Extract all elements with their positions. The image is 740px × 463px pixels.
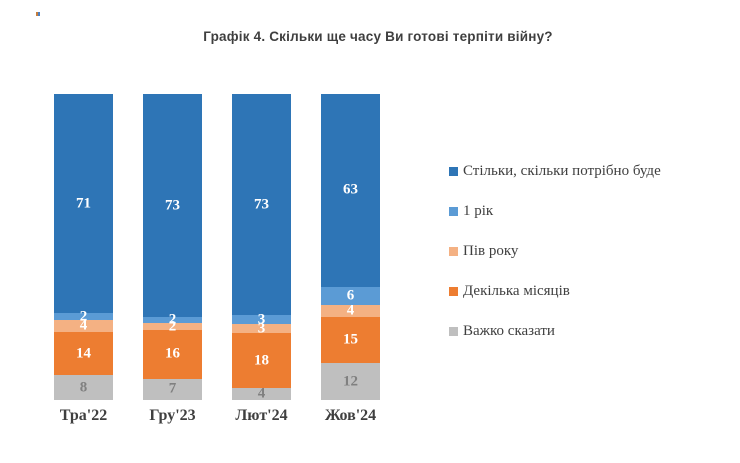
x-axis-label-3: Лют'24 — [235, 407, 288, 424]
bar-segment-series-3: 4 — [321, 302, 380, 319]
segment-value-label: 71 — [76, 195, 91, 212]
legend: Стільки, скільки потрібно буде 1 рік Пів р… — [449, 163, 661, 363]
stacked-bar-1: 71 2 4 14 8 — [54, 94, 113, 400]
legend-label: Пів року — [463, 242, 519, 259]
legend-item-5: Важко сказати — [449, 323, 661, 339]
segment-value-label: 4 — [257, 385, 266, 402]
legend-swatch-icon — [449, 246, 458, 256]
segment-value-label: 2 — [168, 318, 177, 335]
segment-value-label: 2 — [168, 311, 177, 328]
legend-swatch-icon — [449, 326, 458, 336]
bar-segment-series-1: 63 — [321, 94, 380, 287]
bar-segment-series-2: 6 — [321, 286, 380, 306]
segment-value-label: 8 — [79, 379, 88, 396]
segment-value-label: 63 — [343, 181, 358, 198]
bar-segment-series-2: 2 — [54, 309, 113, 324]
bar-segment-series-3: 4 — [54, 317, 113, 334]
bar-segment-series-3: 3 — [232, 320, 291, 337]
stacked-bar-4: 63 6 4 15 12 — [321, 94, 380, 400]
legend-swatch-icon — [449, 286, 458, 296]
bar-segment-series-4: 16 — [143, 329, 202, 379]
segment-value-label: 3 — [257, 311, 266, 328]
bar-segment-series-4: 18 — [232, 333, 291, 388]
segment-value-label: 73 — [254, 196, 269, 213]
segment-value-label: 4 — [346, 302, 355, 319]
bar-segment-series-2: 2 — [143, 312, 202, 327]
x-axis-label-4: Жов'24 — [324, 407, 377, 424]
segment-value-label: 18 — [254, 352, 269, 369]
legend-swatch-icon — [449, 206, 458, 216]
x-axis-label-2: Гру'23 — [149, 407, 196, 424]
chart-title: Графік 4. Скільки ще часу Ви готові терп… — [203, 29, 553, 44]
x-axis-labels: Тра'22 Гру'23 Лют'24 Жов'24 — [54, 407, 380, 425]
segment-value-label: 12 — [343, 373, 358, 390]
bar-segment-series-4: 14 — [54, 331, 113, 376]
bar-segment-series-3: 2 — [143, 319, 202, 334]
legend-swatch-icon — [449, 166, 458, 176]
legend-label: Декілька місяців — [463, 282, 570, 299]
segment-value-label: 2 — [79, 308, 88, 325]
bar-segment-series-5: 7 — [143, 378, 202, 400]
bar-segment-series-5: 4 — [232, 385, 291, 402]
tiny-image-artifact — [36, 12, 40, 16]
legend-item-1: Стільки, скільки потрібно буде — [449, 163, 661, 179]
stacked-bar-3: 73 3 3 18 4 — [232, 94, 291, 402]
legend-label: 1 рік — [463, 202, 494, 219]
bar-segment-series-5: 12 — [321, 363, 380, 400]
legend-label: Стільки, скільки потрібно буде — [463, 162, 661, 179]
segment-value-label: 14 — [76, 345, 91, 362]
bar-segment-series-5: 8 — [54, 375, 113, 400]
bar-segment-series-1: 73 — [232, 94, 291, 316]
segment-value-label: 7 — [168, 380, 177, 397]
stacked-bar-2: 73 2 2 16 7 — [143, 94, 202, 400]
legend-item-4: Декілька місяців — [449, 283, 661, 299]
bar-segment-series-4: 15 — [321, 317, 380, 364]
plot-area: 71 2 4 14 8 73 2 2 16 7 73 3 3 18 4 63 6 4 15 12 — [54, 94, 380, 402]
legend-item-3: Пів року — [449, 243, 661, 259]
x-axis-label-1: Тра'22 — [59, 407, 108, 424]
bar-segment-series-1: 73 — [143, 94, 202, 318]
segment-value-label: 6 — [346, 287, 355, 304]
bar-segment-series-2: 3 — [232, 311, 291, 328]
legend-label: Важко сказати — [463, 322, 555, 339]
legend-item-2: 1 рік — [449, 203, 661, 219]
segment-value-label: 16 — [165, 345, 180, 362]
segment-value-label: 73 — [165, 197, 180, 214]
bar-segment-series-1: 71 — [54, 94, 113, 314]
segment-value-label: 4 — [79, 317, 88, 334]
segment-value-label: 3 — [257, 320, 266, 337]
segment-value-label: 15 — [343, 331, 358, 348]
